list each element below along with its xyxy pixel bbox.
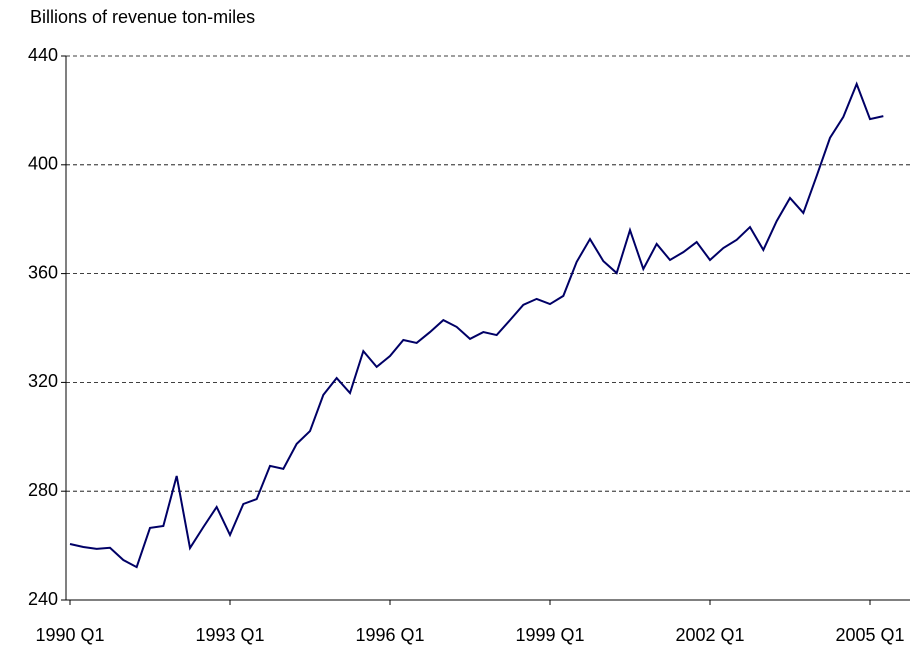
- y-tick-label: 280: [28, 480, 58, 500]
- x-tick-label: 1993 Q1: [195, 625, 264, 645]
- x-tick-label: 2005 Q1: [835, 625, 904, 645]
- x-tick-label: 1990 Q1: [35, 625, 104, 645]
- x-tick-label: 1999 Q1: [515, 625, 584, 645]
- x-tick-label: 2002 Q1: [675, 625, 744, 645]
- y-tick-label: 320: [28, 371, 58, 391]
- y-tick-label: 240: [28, 589, 58, 609]
- x-tick-label: 1996 Q1: [355, 625, 424, 645]
- y-axis-label: Billions of revenue ton-miles: [30, 7, 255, 27]
- y-tick-label: 440: [28, 45, 58, 65]
- data-line: [69, 81, 884, 569]
- y-tick-label: 400: [28, 154, 58, 174]
- y-tick-label: 360: [28, 262, 58, 282]
